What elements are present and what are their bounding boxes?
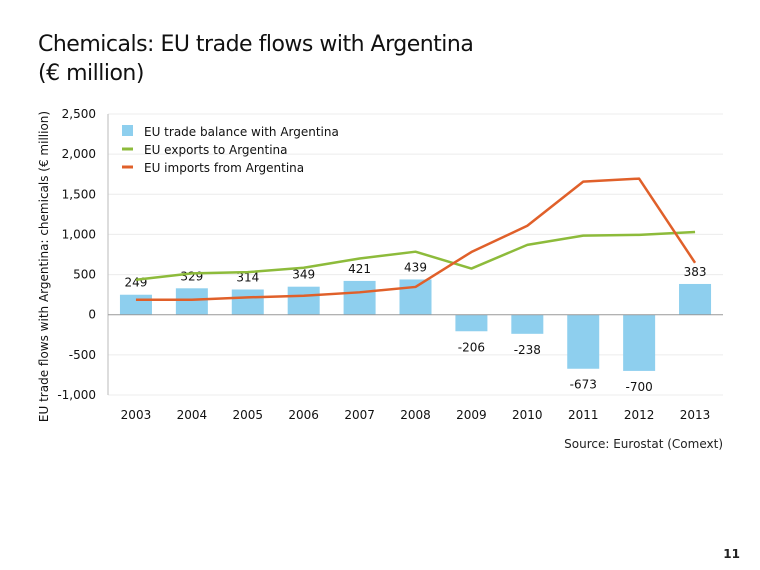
title-line-1: Chemicals: EU trade flows with Argentina [38,32,474,57]
x-tick-label: 2006 [288,408,319,422]
data-label: -206 [458,340,485,354]
y-tick-label: 2,000 [62,147,96,161]
bar-trade-balance [287,286,320,315]
chart-title: Chemicals: EU trade flows with Argentina… [38,30,474,88]
bar-trade-balance [511,314,544,334]
data-label: 383 [684,265,707,279]
legend-label: EU imports from Argentina [144,161,304,175]
y-tick-label: 2,500 [62,107,96,121]
data-label: 314 [236,271,259,285]
data-label: 439 [404,260,427,274]
bar-trade-balance [567,314,600,369]
y-tick-label: 0 [88,308,96,322]
y-tick-label: 1,500 [62,187,96,201]
bar-trade-balance [455,314,488,332]
bar-trade-balance [231,289,264,315]
x-tick-label: 2005 [232,408,263,422]
legend-swatch-bar [122,125,133,136]
x-tick-label: 2007 [344,408,375,422]
page-number: 11 [723,547,740,561]
data-label: 421 [348,262,371,276]
x-tick-label: 2004 [177,408,208,422]
y-axis-label: EU trade flows with Argentina: chemicals… [37,111,51,422]
bar-trade-balance [679,283,712,315]
x-tick-label: 2013 [680,408,711,422]
source-note: Source: Eurostat (Comext) [564,437,723,451]
bar-trade-balance [399,279,432,315]
bar-trade-balance [119,294,152,315]
x-tick-label: 2011 [568,408,599,422]
data-label: 349 [292,268,315,282]
y-tick-label: 500 [73,268,96,282]
y-tick-label: -1,000 [57,388,96,402]
x-tick-label: 2012 [624,408,655,422]
x-tick-label: 2009 [456,408,487,422]
title-line-2: (€ million) [38,61,144,86]
data-label: 329 [180,269,203,283]
bar-trade-balance [343,280,376,315]
data-label: -673 [570,378,597,392]
data-label: -700 [626,380,653,394]
x-tick-label: 2008 [400,408,431,422]
data-label: -238 [514,343,541,357]
y-tick-label: -500 [69,348,96,362]
x-tick-label: 2003 [121,408,152,422]
line-imports [135,177,697,302]
line-exports [135,230,696,282]
bar-trade-balance [175,288,208,315]
bar-trade-balance [623,314,656,371]
legend-label: EU exports to Argentina [144,143,288,157]
x-tick-label: 2010 [512,408,543,422]
y-tick-label: 1,000 [62,227,96,241]
legend-label: EU trade balance with Argentina [144,125,339,139]
